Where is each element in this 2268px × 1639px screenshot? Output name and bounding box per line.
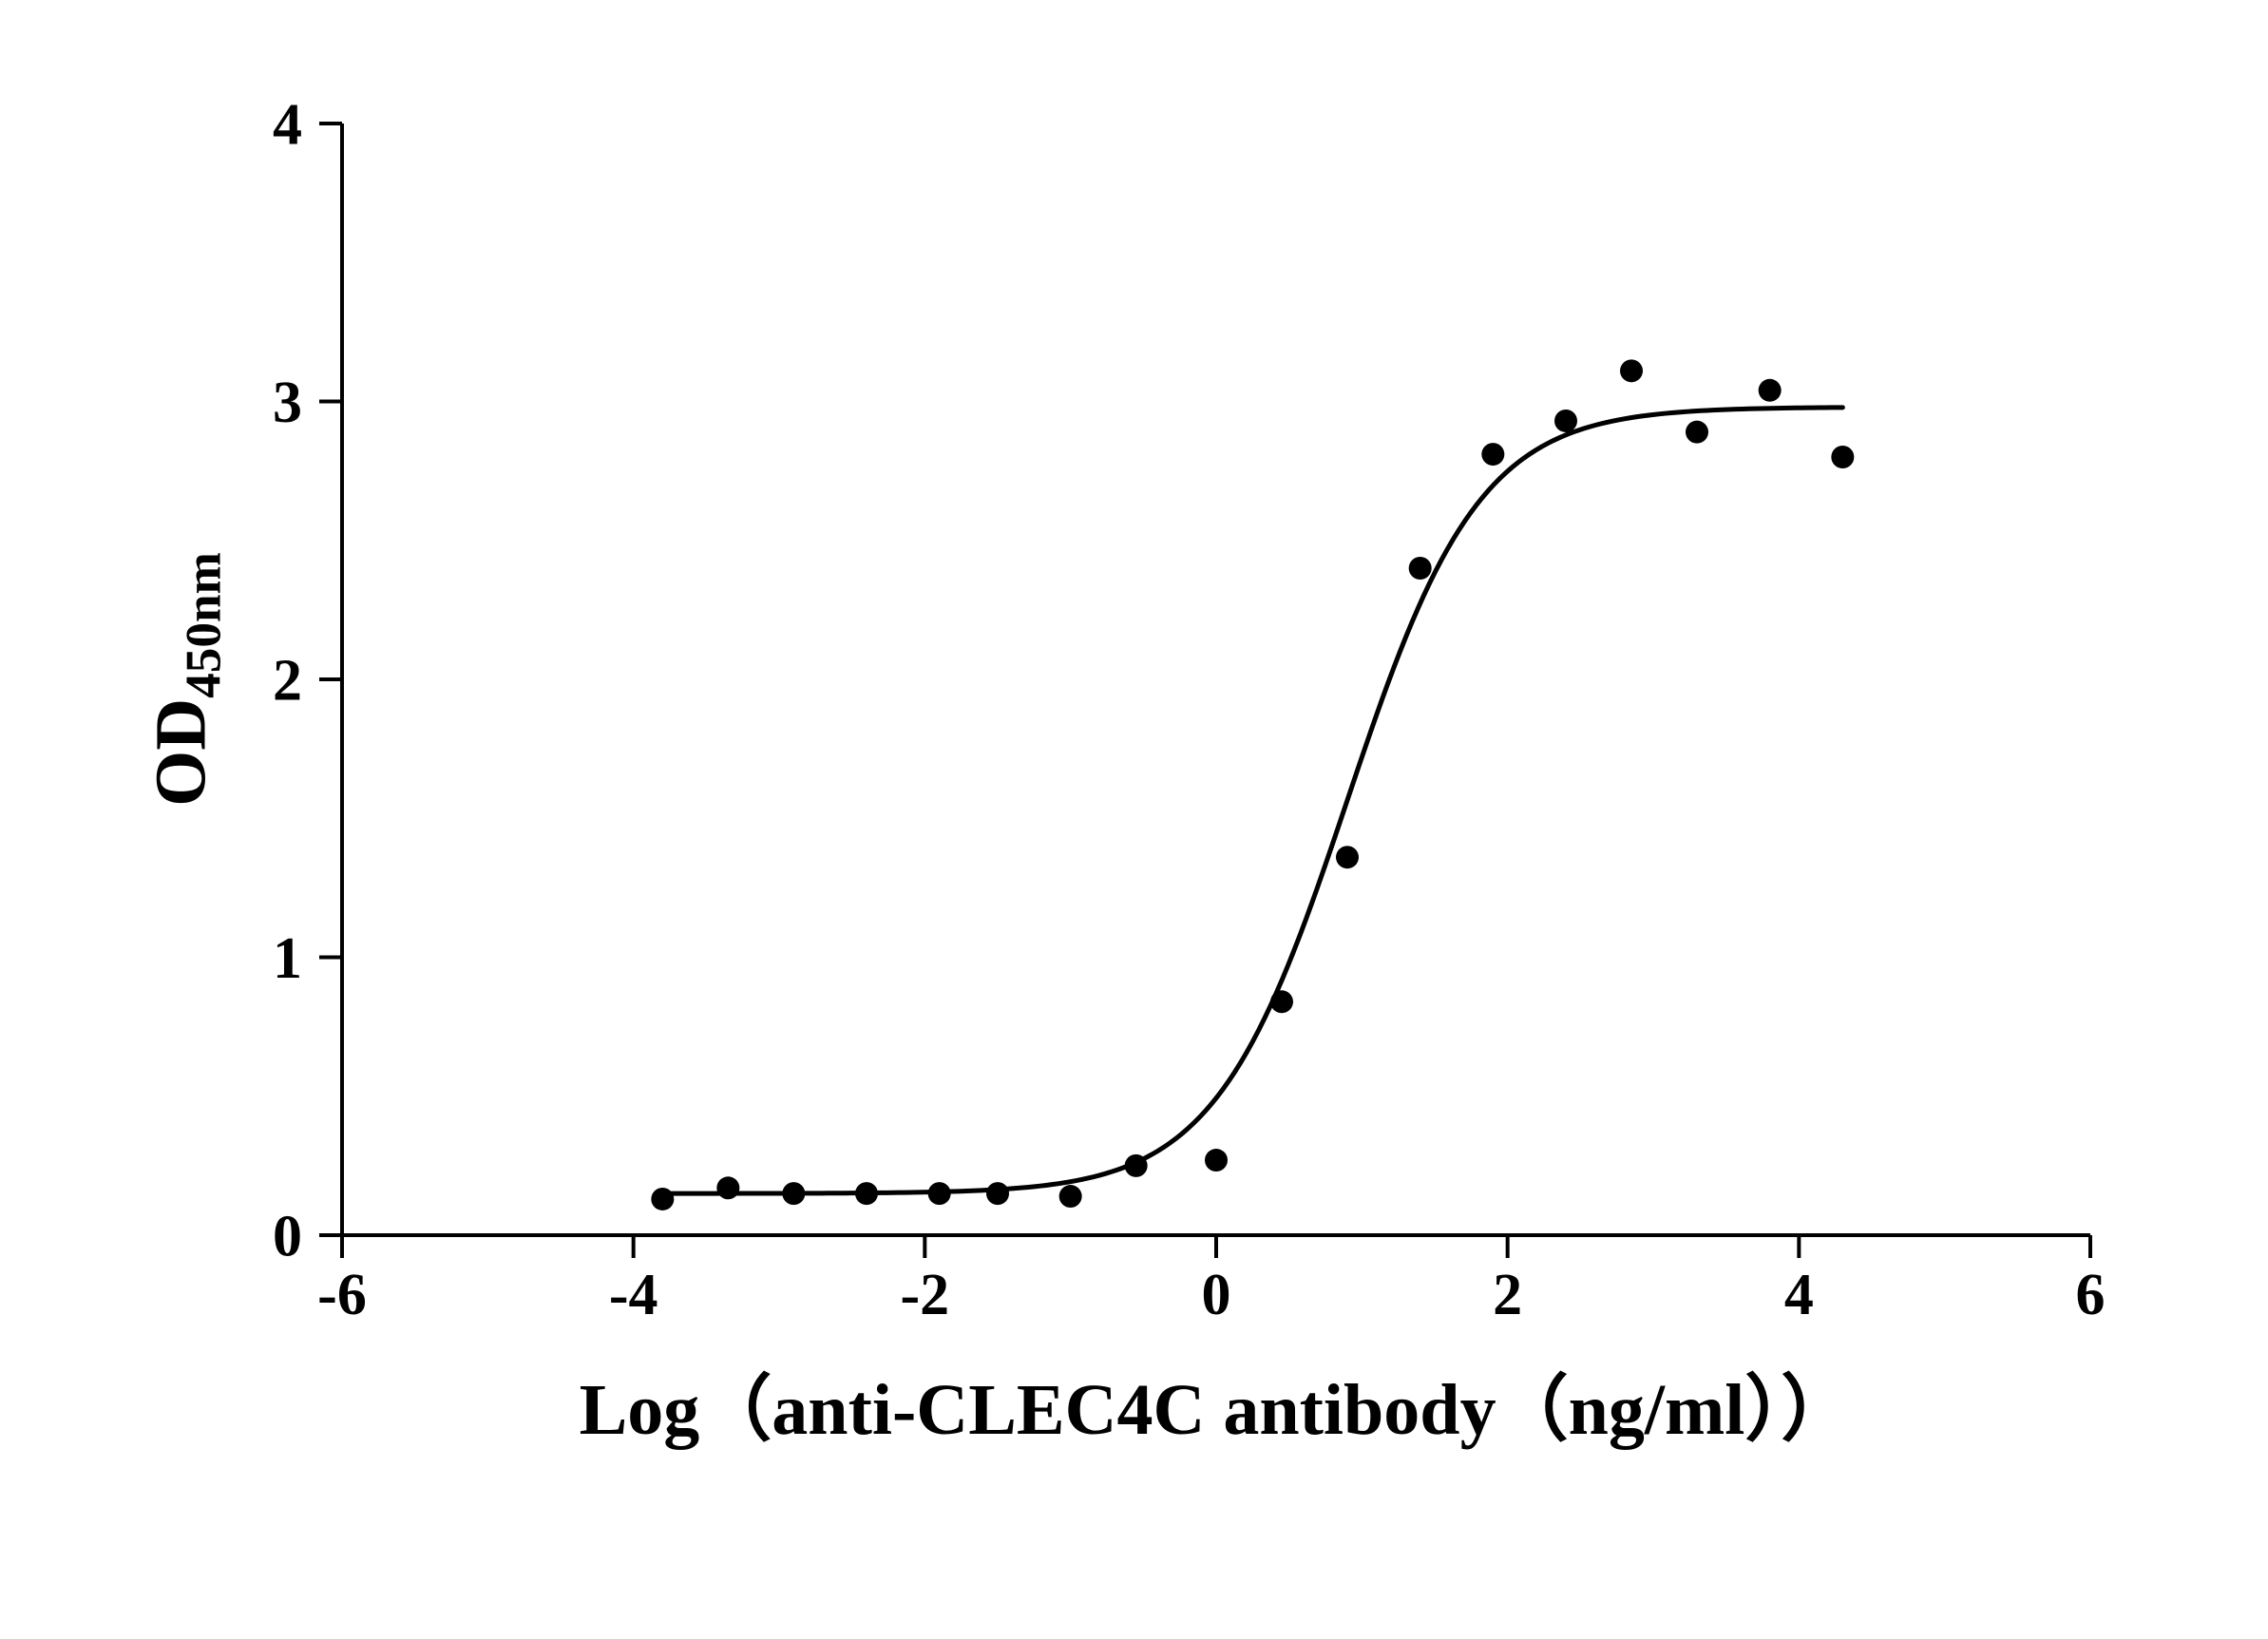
data-point xyxy=(1409,557,1432,580)
axes xyxy=(342,124,2090,1235)
x-axis-label: Log（anti-CLEC4C antibody（ng/ml）） xyxy=(580,1350,1854,1455)
data-point xyxy=(1831,446,1854,468)
x-tick-label: -4 xyxy=(609,1263,658,1327)
x-axis-label-text: Log（anti-CLEC4C antibody（ng/ml）） xyxy=(580,1370,1854,1450)
data-point xyxy=(1481,443,1504,466)
figure: -6 -4 -2 0 2 4 6 0 1 2 3 4 OD450nm Log（anti-CLEC4C … xyxy=(0,0,2268,1639)
data-point xyxy=(986,1182,1009,1205)
y-tick-label: 2 xyxy=(273,649,302,714)
data-point xyxy=(1125,1154,1148,1177)
x-tick-label: 2 xyxy=(1493,1263,1522,1327)
data-point xyxy=(716,1176,739,1199)
data-point xyxy=(782,1182,805,1205)
y-axis-label: OD450nm xyxy=(140,552,232,807)
data-point xyxy=(1270,990,1293,1013)
data-point xyxy=(1620,359,1643,382)
x-tick-label: 6 xyxy=(2076,1263,2106,1327)
y-tick-label: 1 xyxy=(273,926,302,991)
y-tick-label: 3 xyxy=(273,371,302,435)
y-axis-label-sub: 450nm xyxy=(176,552,232,698)
x-tick-label: 4 xyxy=(1784,1263,1814,1327)
y-axis-label-main: OD xyxy=(141,698,220,807)
data-point xyxy=(1336,846,1359,868)
x-tick-label: -6 xyxy=(317,1263,367,1327)
data-point xyxy=(1059,1185,1082,1208)
fit-curve xyxy=(662,408,1842,1193)
data-point xyxy=(651,1188,674,1210)
data-point xyxy=(1554,410,1577,432)
data-point xyxy=(928,1182,951,1205)
data-point xyxy=(1686,421,1708,444)
x-tick-label: -2 xyxy=(901,1263,950,1327)
data-point xyxy=(1759,379,1782,402)
y-tick-label: 4 xyxy=(273,93,302,158)
data-point xyxy=(855,1182,878,1205)
data-point xyxy=(1205,1149,1228,1172)
x-tick-label: 0 xyxy=(1202,1263,1231,1327)
y-tick-label: 0 xyxy=(273,1205,302,1269)
